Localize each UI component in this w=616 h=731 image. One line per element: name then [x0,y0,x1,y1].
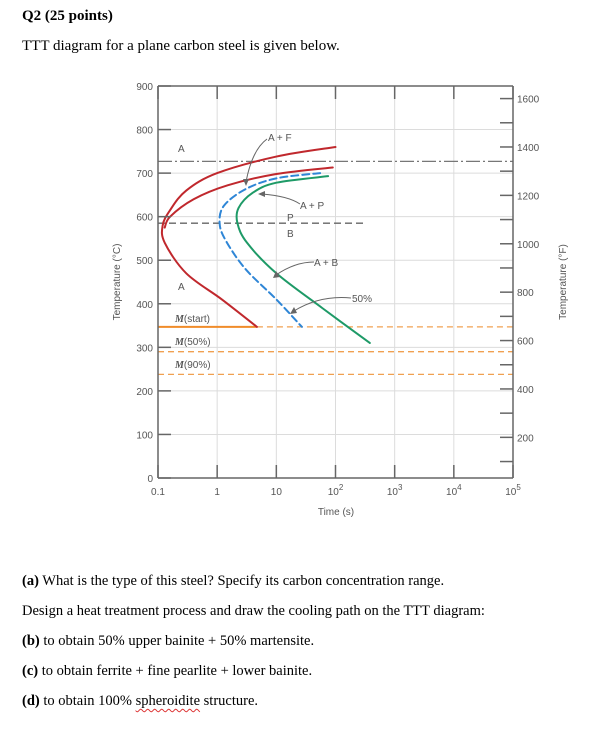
y-tick-label: 400 [136,300,153,311]
intro-text: TTT diagram for a plane carbon steel is … [22,38,340,54]
arrow-a-plus-f [245,138,268,183]
y-tick-label: 100 [136,430,153,441]
ttt-diagram: 0 100 200 300 400 500 600 700 800 900 200 400 600 800… [112,82,569,518]
y-right-tick-label: 400 [517,385,534,396]
label-a-plus-p: A + P [300,201,325,212]
question-title: Q2 (25 points) [22,8,113,24]
y-tick-label: 800 [136,126,153,137]
label-m-50: M(50%) [174,337,211,348]
y-right-tick-label: 200 [517,433,534,444]
y-tick-label: 0 [147,474,153,485]
x-tick-label: 1 [214,487,220,498]
question-d: (d) to obtain 100% spheroidite structure… [22,693,259,709]
y-tick-label: 500 [136,256,153,267]
x-tick-exponent: 2 [339,483,344,492]
arrow-50-percent [293,297,352,312]
spellcheck-word: spheroidite [135,693,201,709]
x-axis-label: Time (s) [318,507,354,518]
region-austenite-top: A [178,144,185,155]
y-tick-label: 700 [136,169,153,180]
y-axis-label-right: Temperature (°F) [558,244,569,320]
x-tick-label: 102 [328,483,344,498]
label-a-plus-f: A + F [268,133,292,144]
x-tick-label: 105 [505,483,521,498]
x-tick-exponent: 3 [398,483,403,492]
question-b: (b) to obtain 50% upper bainite + 50% ma… [22,633,315,649]
curve-3 [235,175,371,344]
y-tick-label: 300 [136,343,153,354]
y-right-tick-label: 800 [517,288,534,299]
x-tick-label: 10 [271,487,283,498]
question-c: (c) to obtain ferrite + fine pearlite + … [22,663,313,679]
curve-0 [160,145,337,328]
label-b: B [287,229,294,240]
x-tick-exponent: 4 [457,483,462,492]
y-tick-label: 900 [136,82,153,93]
reference-lines [158,160,513,375]
grid [158,86,513,478]
label-50-percent: 50% [352,294,372,305]
region-austenite-bottom: A [178,282,185,293]
curves [160,145,371,344]
x-tick-label: 103 [387,483,403,498]
arrow-a-plus-p [261,193,301,205]
questions: (a) What is the type of this steel? Spec… [22,566,485,716]
x-tick-exponent: 5 [516,483,521,492]
y-axis-label-left: Temperature (°C) [112,244,123,321]
arrowhead-a-plus-b [273,271,280,278]
annotations: A A + F A + P P B A + B A 50% M(start) M… [112,133,569,518]
curve-1 [163,166,334,229]
arrowhead-a-plus-p [258,191,265,197]
y-tick-label: 600 [136,213,153,224]
label-m-90: M(90%) [174,360,211,371]
y-right-tick-label: 1600 [517,95,540,106]
y-right-tick-label: 1200 [517,191,540,202]
x-tick-label: 104 [446,483,462,498]
y-right-tick-label: 600 [517,337,534,348]
label-m-start: M(start) [174,314,210,325]
x-tick-label: 0.1 [151,487,165,498]
y-right-tick-label: 1400 [517,143,540,154]
axes: 0 100 200 300 400 500 600 700 800 900 200 400 600 800… [136,82,539,498]
arrowhead-50-percent [290,307,297,314]
design-instruction: Design a heat treatment process and draw… [22,603,485,619]
arrow-a-plus-b [275,261,315,276]
curve-2 [218,172,322,328]
arrowhead-a-plus-f [243,179,249,186]
label-a-plus-b: A + B [314,258,339,269]
y-tick-label: 200 [136,387,153,398]
label-p: P [287,213,294,224]
y-right-tick-label: 1000 [517,240,540,251]
question-a: (a) What is the type of this steel? Spec… [22,573,445,589]
